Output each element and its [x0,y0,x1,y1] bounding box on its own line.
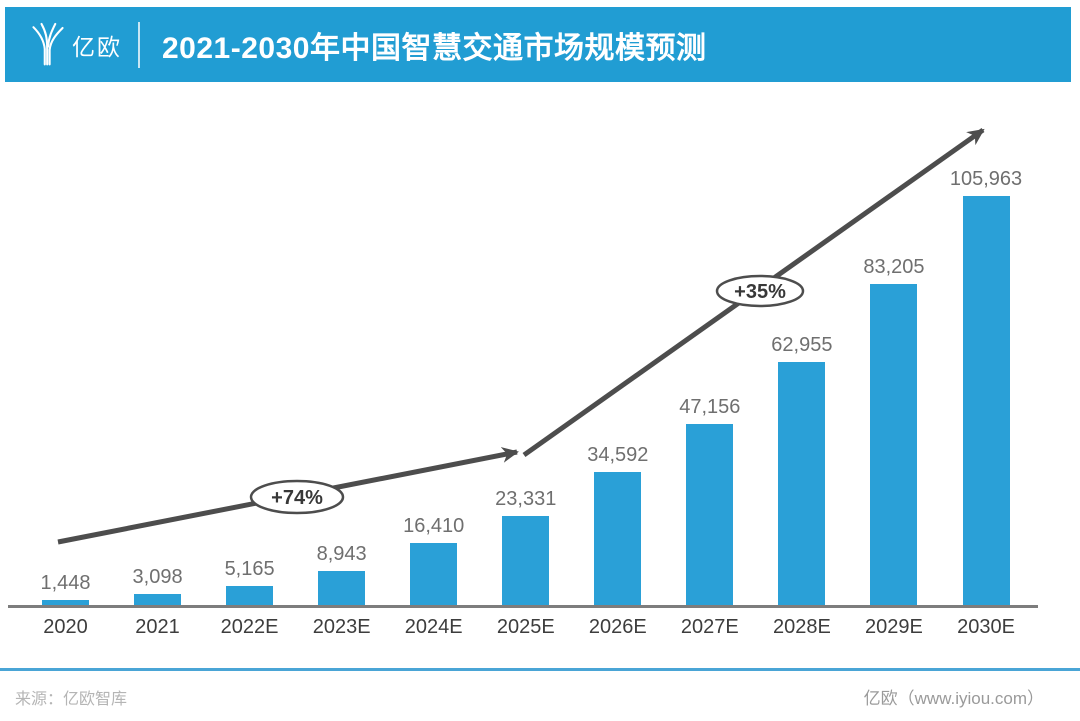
category-label: 2025E [496,616,555,638]
category-label: 2021 [135,616,180,638]
category-label: 2023E [312,616,371,638]
bar [410,543,458,606]
category-label: 2026E [588,616,647,638]
bar-value-label: 5,165 [224,558,275,580]
bar-value-label: 1,448 [40,572,91,594]
bar-value-label: 47,156 [679,396,741,418]
category-label: 2020 [43,616,88,638]
growth-annotation-label-2: +35% [734,281,786,303]
bar [778,362,826,606]
bar-value-label: 83,205 [863,256,925,278]
iyiou-logo: 亿欧 [31,19,122,71]
bar [42,600,89,606]
bar [594,472,642,606]
category-label: 2024E [404,616,463,638]
page-title: 2021-2030年中国智慧交通市场规模预测 [162,31,707,65]
header-bar: 亿欧 2021-2030年中国智慧交通市场规模预测 [5,7,1071,82]
footer-divider-line [0,668,1080,671]
growth-annotation-bubble-2 [715,274,805,308]
bar [686,424,734,606]
bar-value-label: 34,592 [587,444,649,466]
bar [134,594,182,606]
bar-value-label: 62,955 [771,334,833,356]
bar-value-label: 8,943 [316,543,367,565]
bar [962,196,1010,606]
iyiou-logo-icon [32,22,64,65]
brand-text: 亿欧（www.iyiou.com） [863,689,1044,708]
category-label: 2022E [220,616,279,638]
bar [318,571,366,606]
bar-value-label: 16,410 [403,515,465,537]
category-label: 2029E [865,616,923,638]
bar-value-label: 23,331 [495,488,557,510]
source-text: 来源：亿欧智库 [15,691,128,708]
logo-text: 亿欧 [72,33,122,60]
growth-annotation-label-1: +74% [271,487,323,509]
growth-annotation-bubble-1 [249,479,345,515]
bar-value-label: 3,098 [132,566,183,588]
category-label: 2030E [957,616,1015,638]
bar-value-label: 105,963 [949,168,1023,190]
bar [502,516,550,606]
category-label: 2027E [680,616,739,638]
bar [870,284,918,606]
category-label: 2028E [772,616,831,638]
x-axis-line [8,605,1038,608]
bar [226,586,274,606]
header-divider [138,21,140,68]
